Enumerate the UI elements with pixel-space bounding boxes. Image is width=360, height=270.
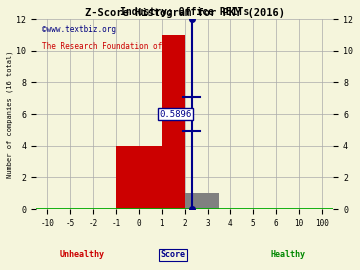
- Title: Z-Score Histogram for PKY (2016): Z-Score Histogram for PKY (2016): [85, 8, 285, 18]
- Text: The Research Foundation of SUNY: The Research Foundation of SUNY: [42, 42, 185, 51]
- Text: Industry: Office REITs: Industry: Office REITs: [120, 7, 249, 17]
- Bar: [185, 193, 219, 209]
- Text: ©www.textbiz.org: ©www.textbiz.org: [42, 25, 116, 34]
- Bar: [116, 146, 162, 209]
- Text: 0.5896: 0.5896: [159, 110, 192, 119]
- Text: Unhealthy: Unhealthy: [59, 250, 104, 259]
- Y-axis label: Number of companies (16 total): Number of companies (16 total): [7, 50, 13, 178]
- Bar: [162, 35, 185, 209]
- Text: Healthy: Healthy: [270, 250, 305, 259]
- Text: Score: Score: [161, 250, 186, 259]
